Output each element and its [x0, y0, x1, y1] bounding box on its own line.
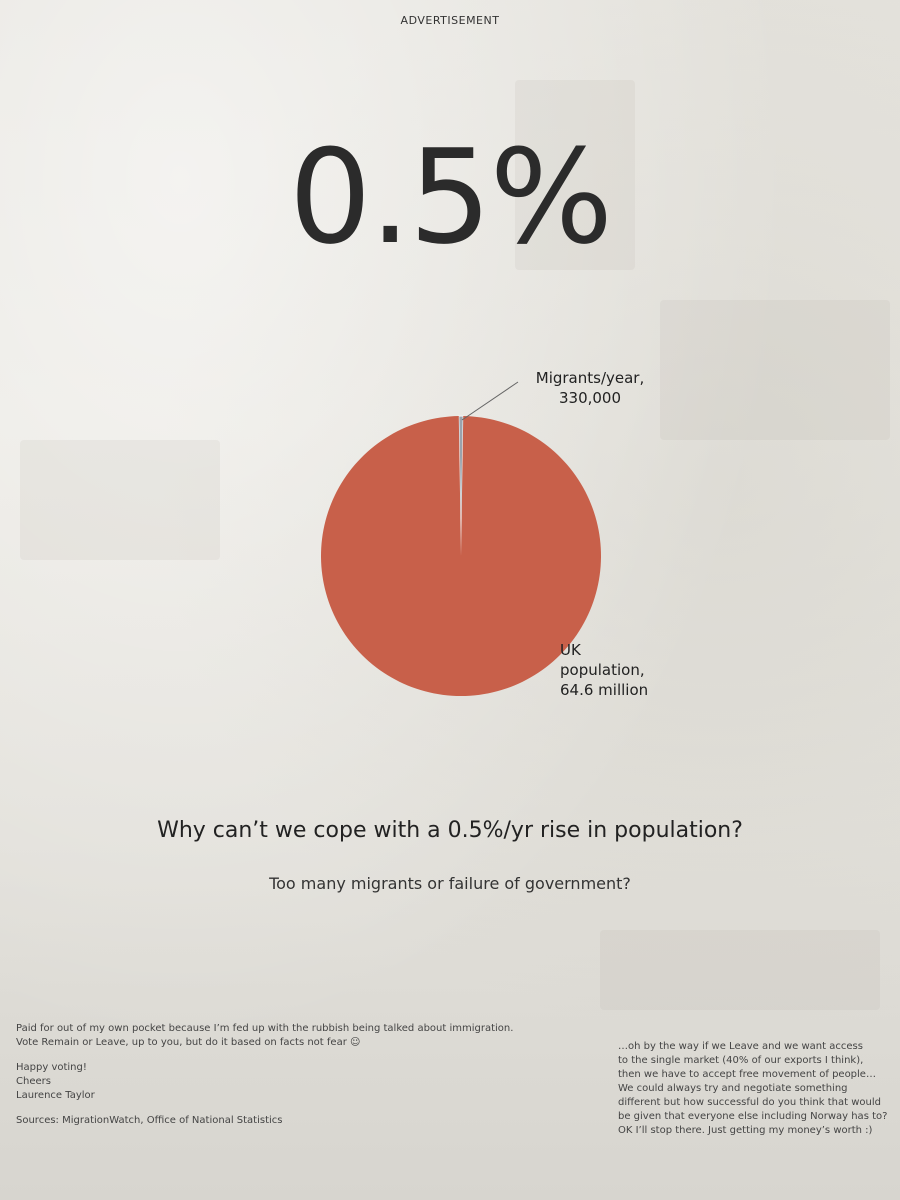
sub-question: Too many migrants or failure of governme… [269, 874, 631, 893]
footer-right-line: be given that everyone else including No… [618, 1111, 888, 1122]
pie-slice-migrants [458, 415, 464, 557]
footer-right-line: OK I’ll stop there. Just getting my mone… [618, 1125, 873, 1136]
bleed-through-block [20, 440, 220, 560]
footer-right-line: …oh by the way if we Leave and we want a… [618, 1041, 863, 1052]
footer-right-line: different but how successful do you thin… [618, 1097, 881, 1108]
footer-right-line: then we have to accept free movement of … [618, 1069, 876, 1080]
migrants-label-line2: 330,000 [558, 389, 622, 407]
bleed-through-block [515, 80, 635, 270]
population-slice-label: UK population, 64.6 million [560, 640, 710, 700]
footer-left-line: Happy voting! [16, 1062, 87, 1073]
leader-line [461, 381, 519, 421]
footer-left-note: Paid for out of my own pocket because I’… [16, 1022, 556, 1128]
bleed-through-block [660, 300, 890, 440]
migrants-slice-label: Migrants/year, 330,000 [520, 368, 660, 408]
footer-right-line: We could always try and negotiate someth… [618, 1083, 848, 1094]
population-label-line1: UK [560, 641, 581, 659]
footer-sources: Sources: MigrationWatch, Office of Natio… [16, 1115, 283, 1126]
population-label-line3: 64.6 million [560, 681, 649, 699]
footer-left-line: Cheers [16, 1076, 51, 1087]
migrants-label-line1: Migrants/year, [535, 369, 645, 387]
footer-left-line: Vote Remain or Leave, up to you, but do … [16, 1037, 361, 1048]
headline-percentage: 0.5% [288, 121, 613, 273]
footer-right-line: to the single market (40% of our exports… [618, 1055, 864, 1066]
advertisement-label: ADVERTISEMENT [400, 14, 500, 27]
footer-right-note: …oh by the way if we Leave and we want a… [618, 1040, 896, 1138]
pie-slice-population [320, 416, 601, 696]
pie-slices [320, 415, 601, 696]
footer-left-line: Paid for out of my own pocket because I’… [16, 1023, 514, 1034]
main-question: Why can’t we cope with a 0.5%/yr rise in… [157, 818, 743, 843]
footer-signature: Laurence Taylor [16, 1090, 95, 1101]
bleed-through-block [600, 930, 880, 1010]
population-label-line2: population, [560, 661, 645, 679]
